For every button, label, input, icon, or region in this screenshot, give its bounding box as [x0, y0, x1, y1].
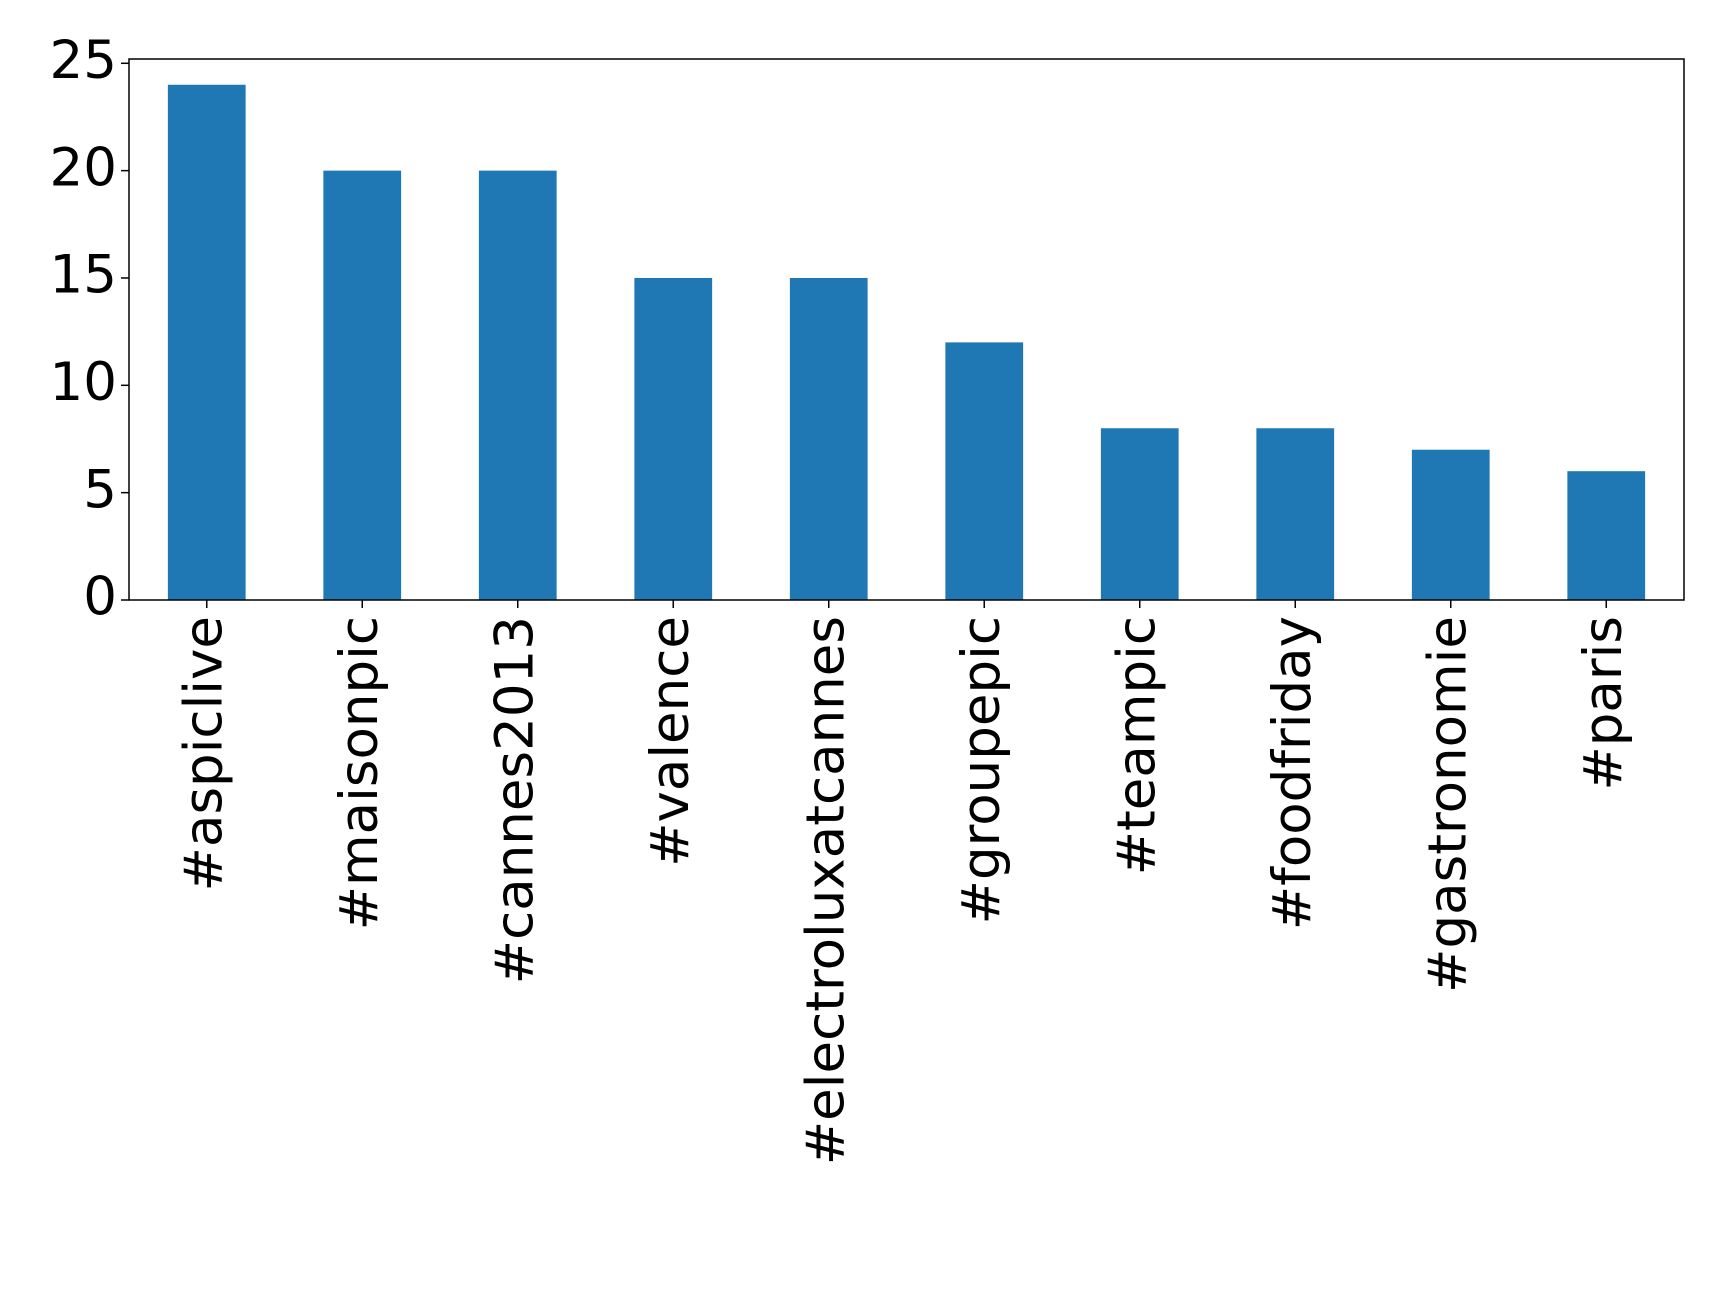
y-tick-label: 10: [50, 352, 117, 413]
y-tick-label: 25: [50, 30, 117, 91]
x-tick-label: #maisonpic: [329, 616, 390, 930]
bar: [167, 84, 246, 600]
bar: [1256, 428, 1335, 600]
x-tick-label: #cannes2013: [484, 616, 545, 984]
x-tick-label: #groupepic: [951, 616, 1012, 924]
x-tick-label: #gastronomie: [1417, 616, 1478, 993]
bar: [478, 170, 557, 600]
y-tick-label: 5: [83, 459, 117, 520]
x-tick-label: #aspiclive: [173, 616, 234, 891]
bar: [634, 277, 713, 600]
y-tick-label: 0: [83, 567, 117, 628]
bar: [1100, 428, 1179, 600]
x-tick-label: #teampic: [1106, 616, 1167, 875]
y-tick-label: 20: [50, 137, 117, 198]
bar: [945, 342, 1024, 600]
bar: [1567, 471, 1646, 600]
bar: [789, 277, 868, 600]
y-tick-label: 15: [50, 245, 117, 306]
x-tick-label: #paris: [1573, 616, 1634, 791]
x-tick-label: #electroluxatcannes: [795, 616, 856, 1165]
bar: [1411, 449, 1490, 600]
plot-frame: [128, 58, 1685, 601]
bar: [323, 170, 402, 600]
x-tick-label: #foodfriday: [1262, 616, 1323, 930]
x-tick-label: #valence: [640, 616, 701, 867]
